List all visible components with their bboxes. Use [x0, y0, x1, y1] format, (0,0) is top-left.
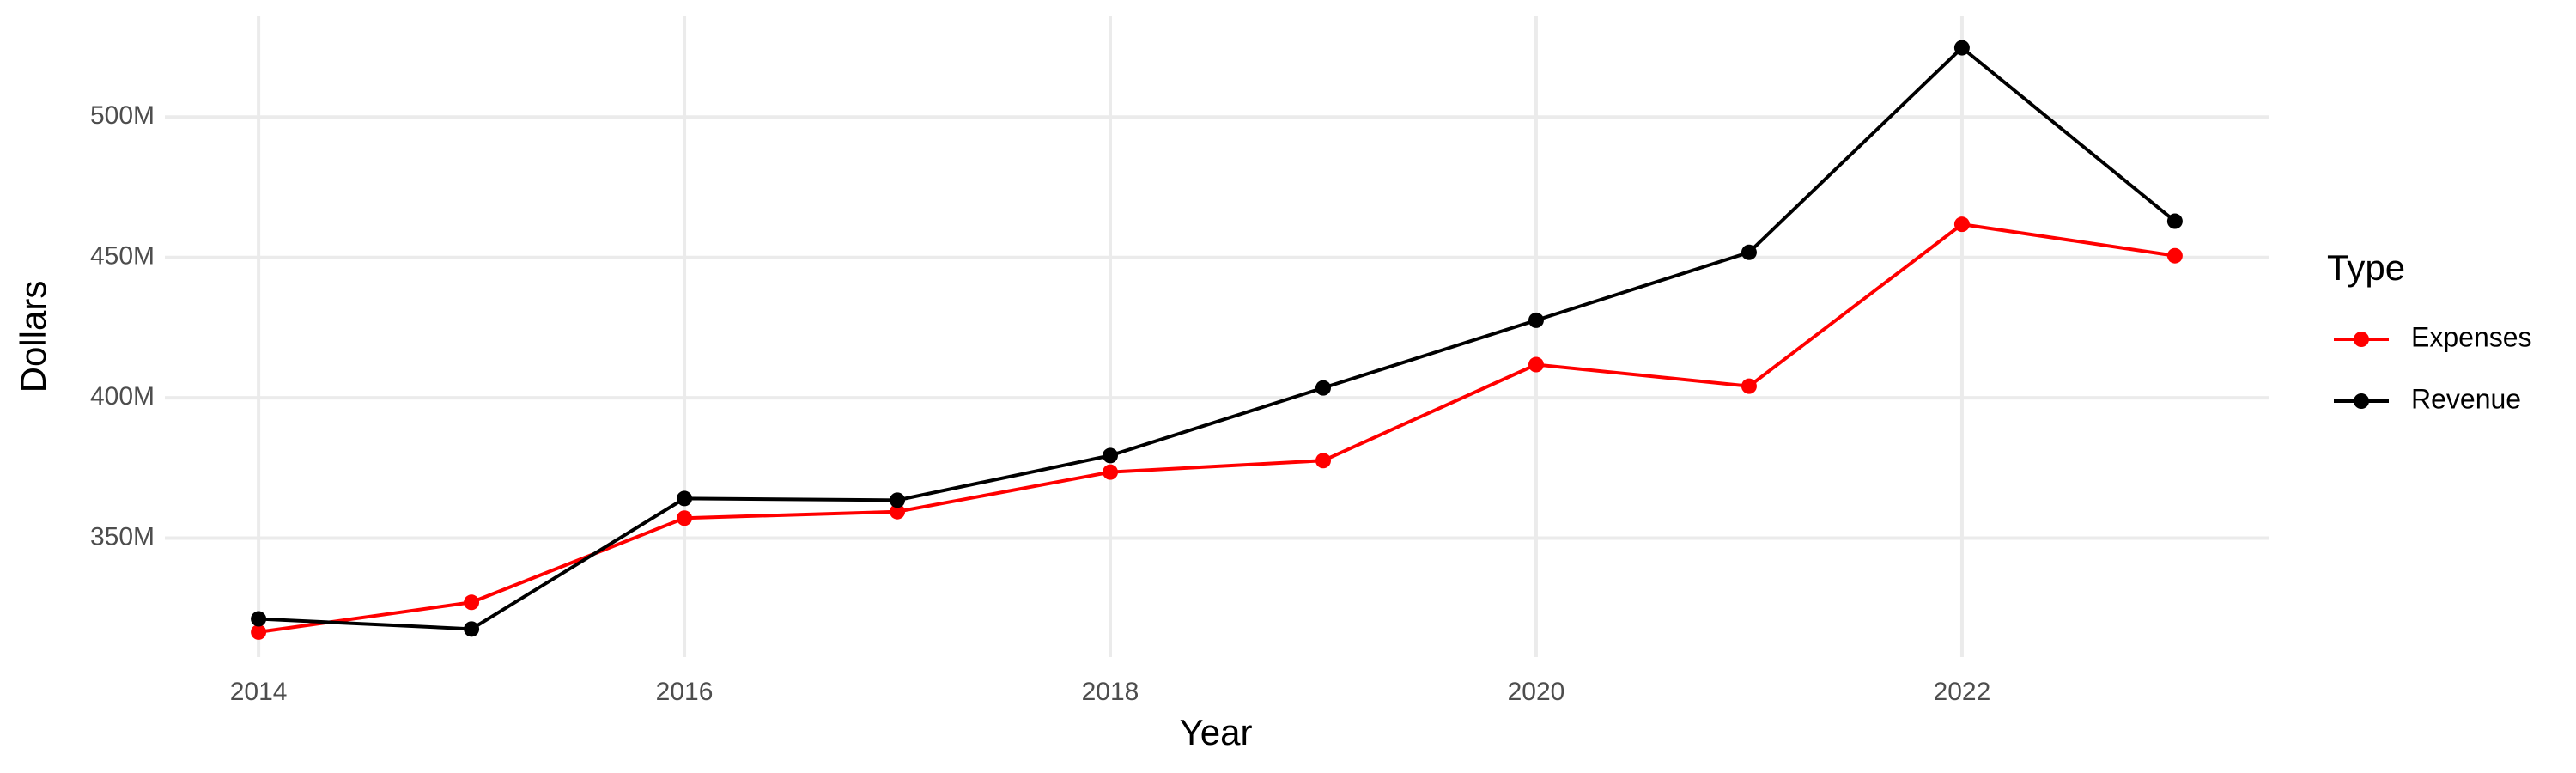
- data-point: [1528, 312, 1544, 328]
- data-point: [1741, 378, 1757, 394]
- data-point: [1528, 356, 1544, 373]
- data-point: [1103, 447, 1119, 464]
- legend-key-point: [2354, 393, 2369, 409]
- x-tick-label: 2014: [230, 678, 288, 706]
- legend-title: Type: [2327, 247, 2405, 288]
- y-axis-title: Dollars: [13, 281, 53, 393]
- data-point: [251, 624, 267, 640]
- data-point: [1741, 244, 1757, 260]
- x-tick-label: 2018: [1082, 678, 1139, 706]
- y-tick-label: 450M: [90, 242, 155, 271]
- x-tick-label: 2022: [1934, 678, 1991, 706]
- data-point: [1103, 464, 1119, 480]
- legend-label: Revenue: [2411, 383, 2521, 414]
- data-point: [1315, 380, 1331, 396]
- data-point: [1953, 216, 1970, 233]
- legend-key-point: [2354, 332, 2369, 347]
- data-point: [464, 621, 480, 637]
- legend-label: Expenses: [2411, 321, 2532, 352]
- data-point: [1315, 453, 1331, 469]
- data-point: [677, 510, 693, 526]
- y-tick-label: 350M: [90, 522, 155, 551]
- data-point: [251, 611, 267, 627]
- y-tick-label: 500M: [90, 101, 155, 130]
- x-tick-label: 2020: [1508, 678, 1565, 706]
- data-point: [890, 492, 906, 508]
- data-point: [677, 490, 693, 507]
- data-point: [1953, 40, 1970, 56]
- data-point: [2166, 247, 2183, 264]
- data-point: [890, 503, 906, 520]
- data-point: [2166, 213, 2183, 229]
- x-tick-label: 2016: [656, 678, 714, 706]
- y-tick-label: 400M: [90, 382, 155, 411]
- series-line: [258, 45, 2177, 631]
- data-point: [464, 594, 480, 611]
- x-axis-title: Year: [1180, 712, 1253, 752]
- series-line: [258, 222, 2176, 634]
